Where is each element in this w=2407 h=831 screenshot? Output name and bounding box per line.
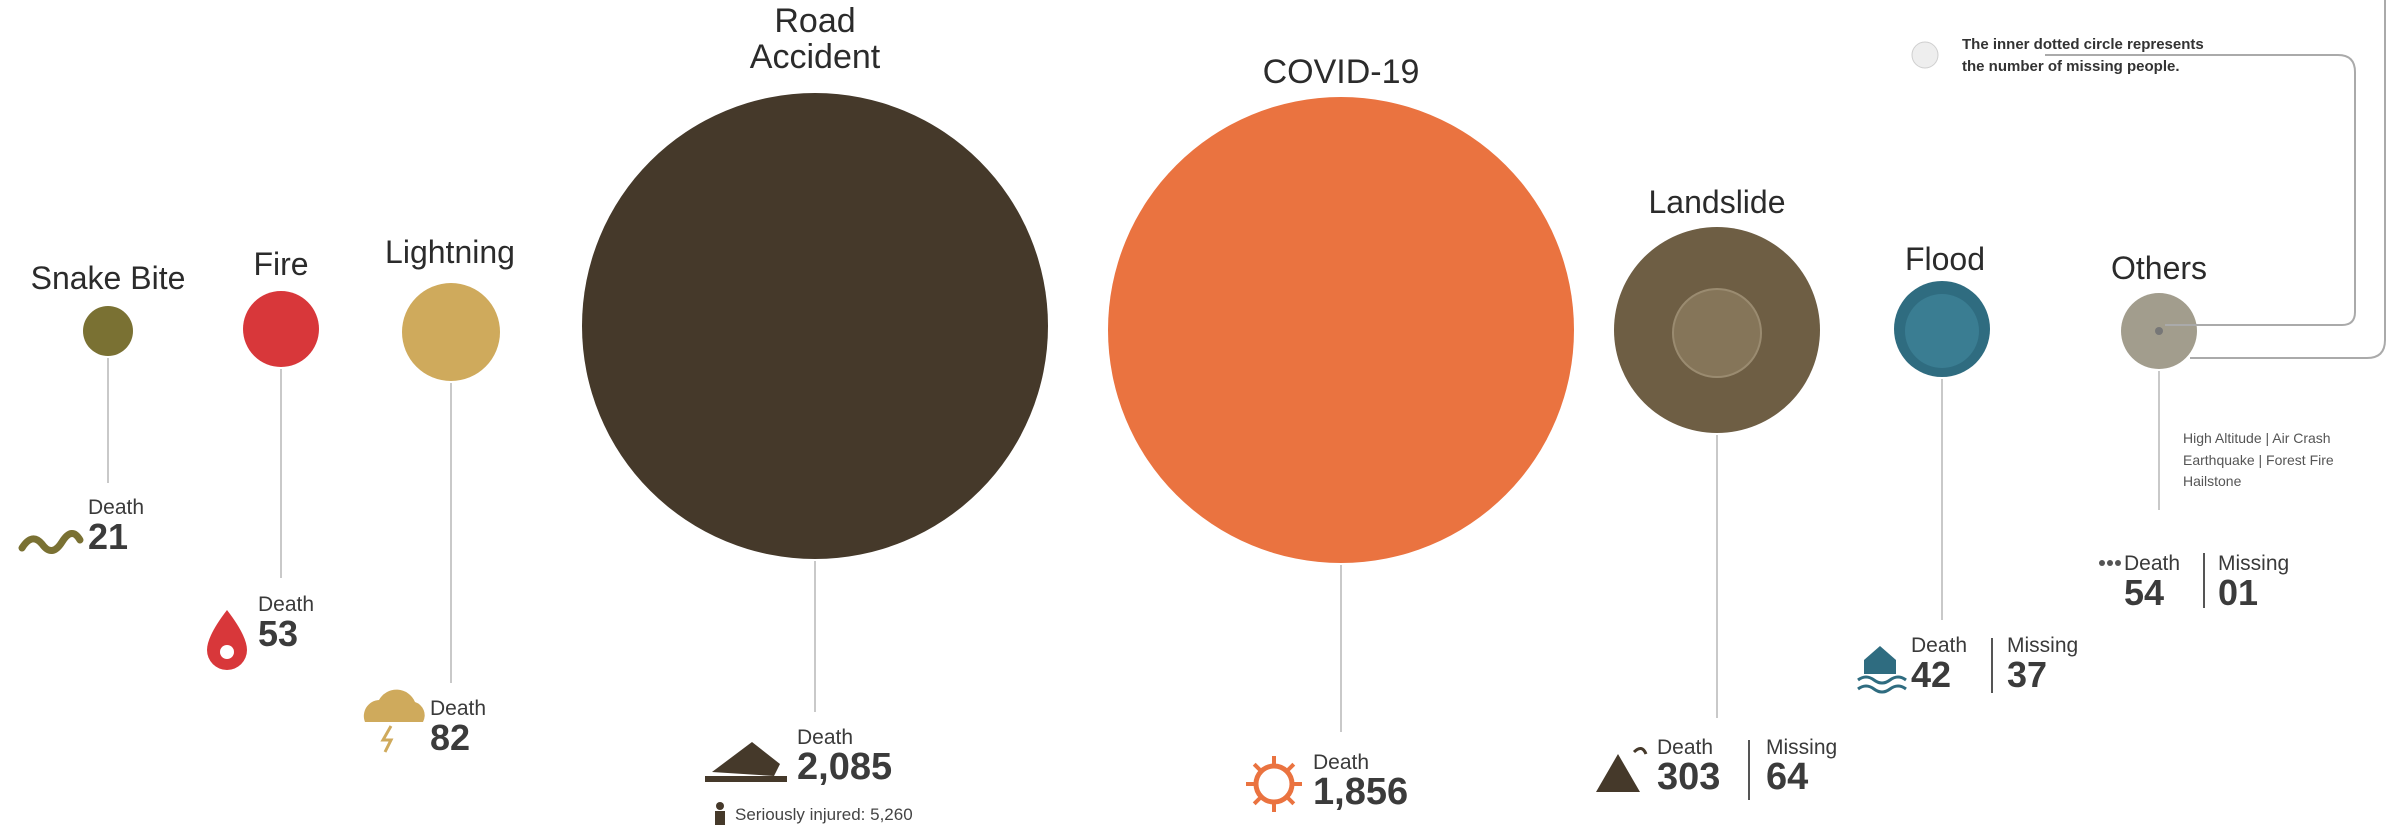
others-note-line-2: Earthquake | Forest Fire [2183,451,2334,468]
death-value: 2,085 [797,746,893,788]
storm-cloud-icon [363,689,425,722]
missing-value: 37 [2007,654,2048,695]
injured-person-head [716,802,724,810]
death-value: 1,856 [1313,771,1409,813]
others-note-line-3: Hailstone [2183,473,2242,490]
missing-value: 64 [1766,756,1809,798]
death-value: 54 [2124,572,2165,613]
stat-covid: Death 1,856 [1313,752,1408,813]
landslide-icon [1596,754,1640,792]
label-covid: COVID-19 [1262,53,1420,91]
stat-road-accident: Death 2,085 [797,727,892,788]
legend-note: The inner dotted circle represents the n… [1962,34,2204,78]
lightning-bolt-icon [380,725,394,753]
flood-house-icon [1864,646,1896,674]
flood-wave-icon [1857,675,1907,685]
stat-fire: Death 53 [258,594,314,653]
injured-person-icon [715,811,725,825]
death-label: Death [258,593,315,616]
virus-spike [1285,795,1296,806]
death-label: Death [2124,552,2181,575]
label-road-line-1: Road [774,2,856,40]
virus-spike [1252,795,1263,806]
stat-landslide-missing: Missing 64 [1766,737,1837,798]
legend-note-line-1: The inner dotted circle represents [1962,36,2204,53]
legend-note-line-2: the number of missing people. [1962,57,2180,75]
stat-lightning: Death 82 [430,698,486,757]
dots-icon [2107,560,2113,566]
bubble-covid-19 [1108,97,1574,563]
missing-label: Missing [2007,634,2079,657]
virus-spike [1252,762,1263,773]
missing-circle-others [2155,327,2163,335]
others-note-line-1: High Altitude | Air Crash [2183,430,2331,446]
snake-icon [18,530,84,554]
death-label: Death [1313,751,1370,774]
missing-circle-landslide [1672,288,1762,378]
death-label: Death [1657,736,1714,759]
stat-others-death: Death 54 [2124,553,2180,612]
bubble-fire [243,291,319,367]
death-value: 53 [258,613,299,654]
legend-connector-outer [2190,0,2386,359]
stat-landslide-death: Death 303 [1657,737,1720,798]
bubble-lightning [402,283,500,381]
death-label: Death [797,726,854,749]
car-crash-icon [712,742,780,776]
stat-snake-bite: Death 21 [88,497,144,556]
death-value: 303 [1657,756,1721,798]
death-value: 82 [430,717,471,758]
legend-connector-inner [2045,54,2356,326]
divider [1991,638,1993,693]
divider [2203,553,2205,608]
flood-wave-icon [1857,684,1907,694]
label-lightning: Lightning [385,234,515,270]
death-value: 42 [1911,654,1952,695]
drop-icon [207,610,247,670]
others-note: High Altitude | Air Crash Earthquake | F… [2183,428,2334,493]
missing-label: Missing [2218,552,2290,575]
death-label: Death [430,697,487,720]
label-road-accident: Road Accident [749,2,881,76]
death-label: Death [1911,634,1968,657]
label-snake-bite: Snake Bite [30,260,186,296]
dots-icon [2099,560,2105,566]
missing-value: 01 [2218,572,2259,613]
virus-spike [1285,762,1296,773]
injured-text: Seriously injured: 5,260 [735,805,913,824]
dots-icon [2115,560,2121,566]
stat-others-missing: Missing 01 [2218,553,2289,612]
label-landslide: Landslide [1648,184,1786,220]
bubble-snake-bite [83,306,133,356]
label-others: Others [2110,250,2208,286]
bubble-road-accident [582,93,1048,559]
label-fire: Fire [253,246,309,282]
divider [1748,740,1750,800]
landslide-rocks-icon [1632,747,1648,755]
stat-flood-missing: Missing 37 [2007,635,2078,694]
missing-label: Missing [1766,736,1838,759]
missing-circle-flood [1905,294,1979,368]
death-label: Death [88,496,145,519]
label-flood: Flood [1904,241,1986,277]
death-value: 21 [88,516,129,557]
label-road-line-2: Accident [749,37,881,76]
stat-flood-death: Death 42 [1911,635,1967,694]
car-crash-ground [705,776,787,782]
legend-marker [1911,41,1939,69]
virus-icon [1253,763,1295,805]
drop-icon-center [220,645,234,659]
